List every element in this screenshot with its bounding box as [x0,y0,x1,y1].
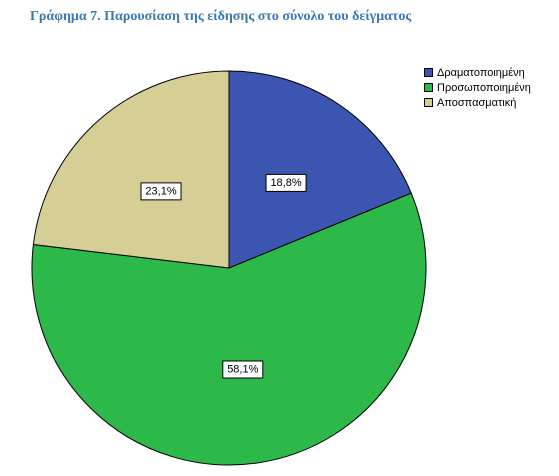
data-label-text: 18,8% [270,177,301,189]
pie-slice-3 [32,70,230,269]
legend-item-2: Προσωποποιημένη [424,80,531,95]
data-label-box [222,360,264,379]
data-label-text: 23,1% [145,185,176,197]
data-label-1: 18,8% [265,173,307,192]
legend-label: Προσωποποιημένη [437,81,531,94]
chart-legend: Δραματοποιημένη Προσωποποιημένη Αποσπασματ… [424,65,531,110]
pie-data-labels: 18,8% 58,1% 23,1% [140,173,307,379]
data-label-box [140,182,182,201]
data-label-3: 23,1% [140,182,182,201]
legend-label: Αποσπασματική [437,96,517,109]
legend-swatch [424,68,433,77]
pie-slice-2 [31,192,427,466]
data-label-2: 58,1% [222,360,264,379]
legend-item-1: Δραματοποιημένη [424,65,531,80]
legend-swatch [424,98,433,107]
legend-item-3: Αποσπασματική [424,95,531,110]
data-label-box [265,173,307,192]
legend-label: Δραματοποιημένη [437,66,525,79]
pie-slice-1 [228,70,412,269]
data-label-text: 58,1% [227,364,258,376]
legend-swatch [424,83,433,92]
chart-title: Γράφημα 7. Παρουσίαση της είδησης στο σύ… [30,9,412,24]
pie-slices [31,70,427,466]
